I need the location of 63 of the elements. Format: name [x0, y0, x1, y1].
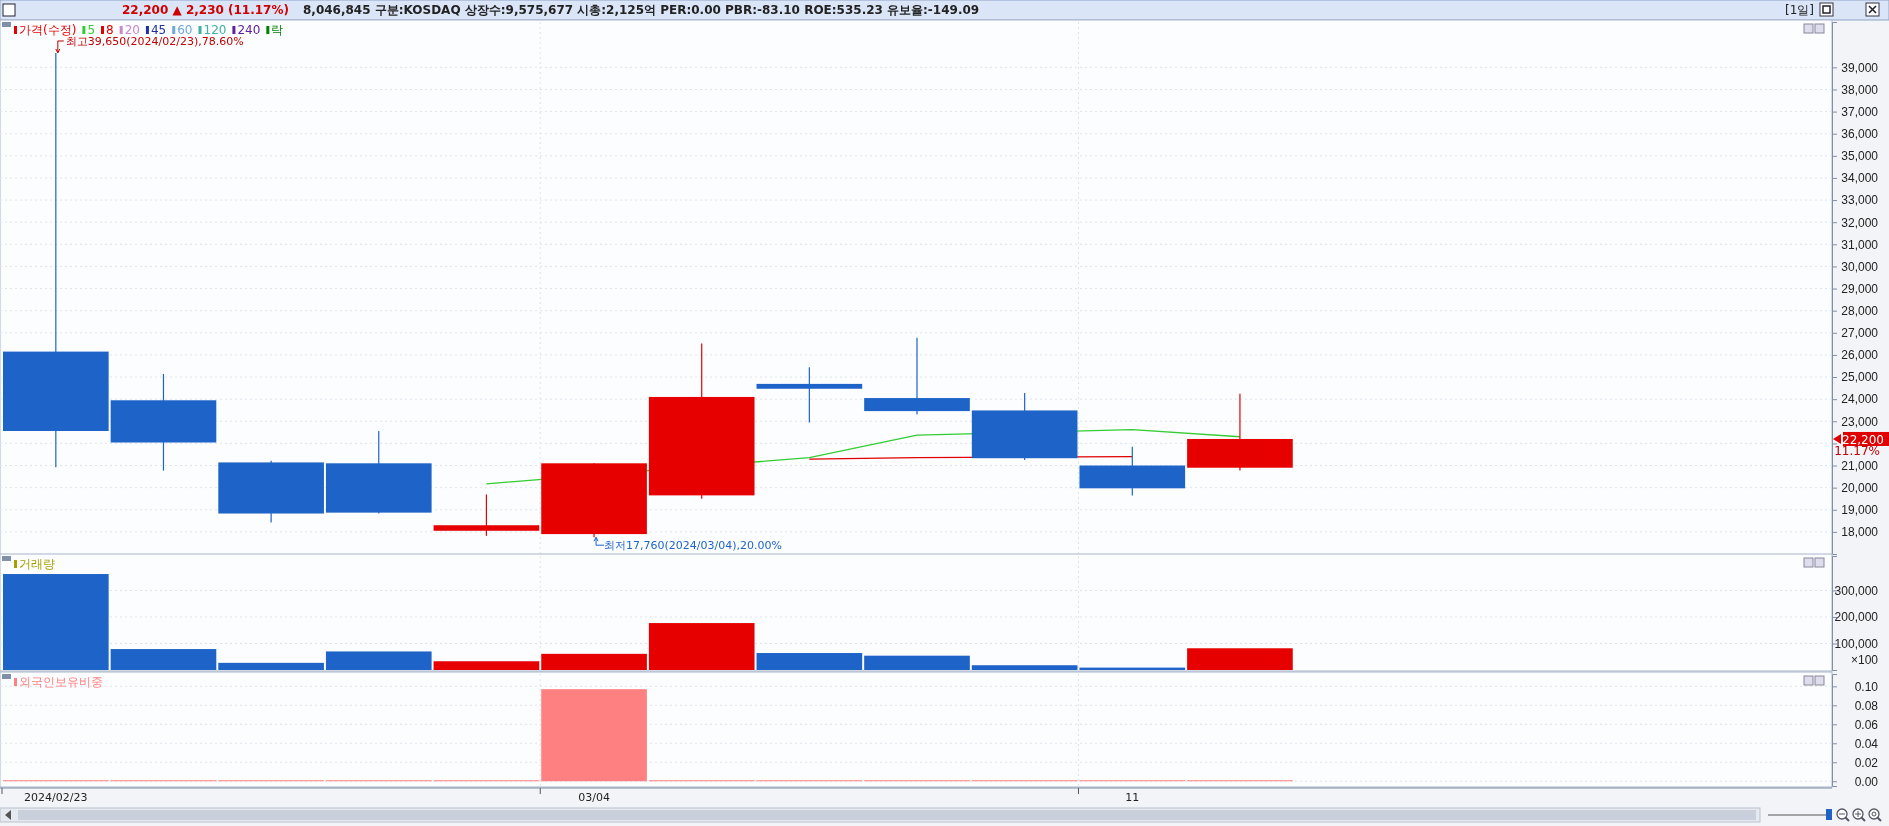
- legend-label: 240: [237, 23, 261, 37]
- y-tick-label: 0.10: [1854, 679, 1879, 694]
- y-tick-label: 0.04: [1854, 736, 1879, 751]
- y-tick-label: 39,000: [1841, 60, 1879, 75]
- legend-label: 60: [177, 23, 193, 37]
- y-axis-title: ×100: [1850, 653, 1879, 667]
- y-tick-label: 27,000: [1841, 326, 1879, 341]
- annotation: 최저17,760(2024/03/04),20.00%: [604, 539, 782, 553]
- legend-label: 락: [271, 23, 284, 37]
- annotation: 최고39,650(2024/02/23),78.60%: [65, 34, 244, 48]
- text: [1일]: [1785, 3, 1814, 17]
- y-tick-label: 26,000: [1841, 348, 1879, 363]
- bar: [110, 649, 217, 670]
- y-tick-label: 24,000: [1841, 392, 1879, 407]
- y-tick-label: 300,000: [1834, 583, 1879, 598]
- bar: [325, 651, 432, 670]
- bar: [541, 653, 647, 670]
- bar: [756, 653, 863, 670]
- y-tick-label: 34,000: [1841, 171, 1879, 186]
- y-tick-label: 28,000: [1841, 304, 1879, 319]
- y-tick-label: 33,000: [1841, 193, 1879, 208]
- y-tick-label: 32,000: [1841, 215, 1879, 230]
- y-tick-label: 0.02: [1854, 755, 1879, 770]
- legend-label: 120: [203, 23, 227, 37]
- chart-title: 22,200 ▲ 2,230 (11.17%): [122, 3, 289, 17]
- legend-label: 외국인보유비중: [19, 675, 103, 689]
- y-tick-label: 20,000: [1841, 480, 1879, 495]
- legend-label: 45: [150, 23, 167, 37]
- y-tick-label: 38,000: [1841, 82, 1879, 97]
- y-tick-label: 23,000: [1841, 414, 1879, 429]
- y-tick-label: 0.00: [1854, 774, 1879, 789]
- y-tick-label: 200,000: [1834, 610, 1879, 625]
- y-tick-label: 35,000: [1841, 149, 1879, 164]
- x-tick-label: 03/04: [578, 791, 610, 804]
- y-tick-label: 0.08: [1854, 698, 1879, 713]
- y-tick-label: 30,000: [1841, 259, 1879, 274]
- bar: [1187, 648, 1293, 670]
- y-tick-label: 19,000: [1841, 503, 1879, 518]
- y-tick-label: 0.06: [1854, 717, 1879, 732]
- bar: [864, 655, 970, 670]
- y-tick-label: 37,000: [1841, 104, 1879, 119]
- legend-label: 5: [87, 23, 96, 37]
- y-tick-label: 21,000: [1841, 458, 1879, 473]
- bar: [3, 574, 109, 670]
- x-tick-label: 11: [1125, 791, 1140, 804]
- legend-label: 가격(수정): [19, 23, 77, 37]
- legend-label: 8: [106, 23, 114, 37]
- bar: [648, 623, 755, 670]
- chart-subtitle: 8,046,845 구분:KOSDAQ 상장수:9,575,677 시총:2,125억 PER:0.00 PBR:-83.10 ROE:535.23 유보율:-149.09: [302, 3, 980, 17]
- y-tick-label: 100,000: [1834, 636, 1879, 651]
- series-label: 거래량: [19, 557, 55, 571]
- y-tick-label: 18,000: [1841, 525, 1879, 540]
- legend-label: 20: [124, 23, 140, 37]
- x-tick-label: 2024/02/23: [24, 791, 88, 804]
- candlestick: [433, 493, 540, 537]
- bar: [971, 665, 1078, 670]
- y-tick-label: 31,000: [1841, 237, 1879, 252]
- bar: [218, 662, 324, 670]
- candlestick: [756, 366, 863, 424]
- y-tick-label: 36,000: [1841, 127, 1879, 142]
- bar: [433, 661, 540, 670]
- y-tick-label: 29,000: [1841, 281, 1879, 296]
- y-tick-label: 25,000: [1841, 370, 1879, 385]
